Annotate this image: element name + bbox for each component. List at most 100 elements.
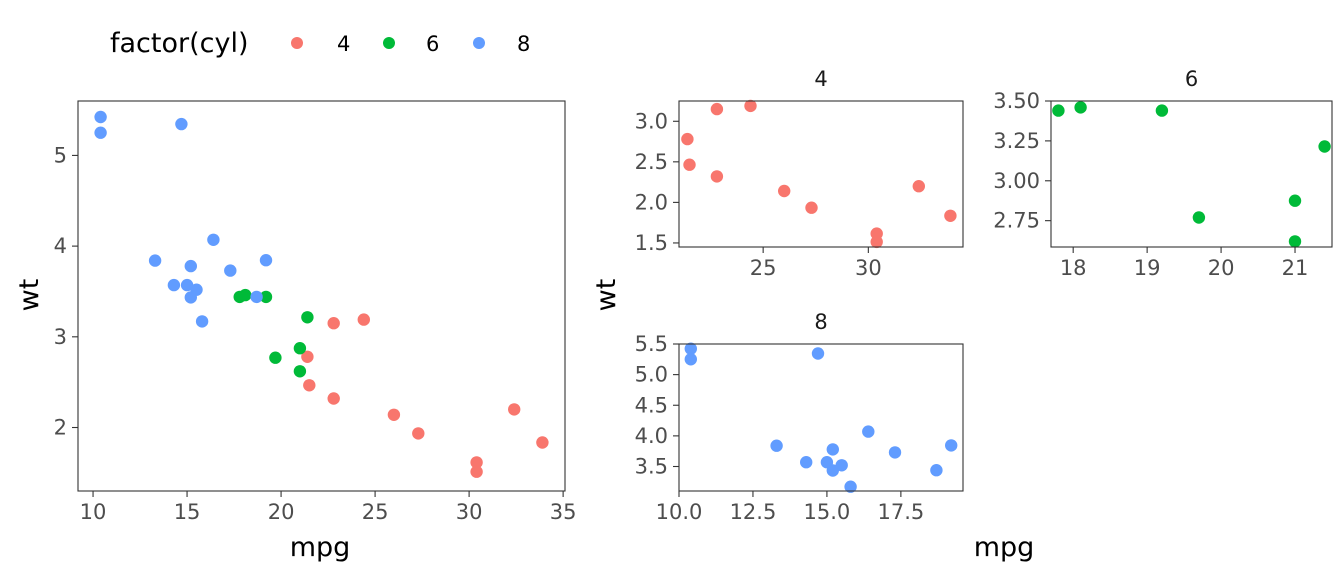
data-point-cyl-8 xyxy=(684,342,697,355)
main-y-axis-title: wt xyxy=(14,279,45,312)
data-point-cyl-4 xyxy=(710,170,724,183)
y-tick-label: 3.00 xyxy=(993,169,1040,193)
legend-key-8 xyxy=(473,37,485,49)
y-tick-label: 3.50 xyxy=(993,89,1040,113)
data-point-cyl-4 xyxy=(301,350,314,363)
y-tick-label: 2.5 xyxy=(635,150,668,174)
data-point-cyl-8 xyxy=(250,290,263,304)
y-tick-label: 2.0 xyxy=(635,190,668,214)
data-point-cyl-8 xyxy=(862,425,875,438)
data-point-cyl-6 xyxy=(293,365,307,378)
panel-border xyxy=(678,343,964,492)
x-tick-label: 30 xyxy=(855,256,882,280)
facet-panel-8: 8 10.0 12.5 15.0 17.5 3.5 4.0 4.5 5.0 5.5 xyxy=(635,310,964,524)
data-point-cyl-8 xyxy=(770,439,783,452)
data-point-cyl-8 xyxy=(826,443,839,456)
data-point-cyl-6 xyxy=(1192,211,1206,224)
data-point-cyl-8 xyxy=(184,259,197,273)
data-point-cyl-6 xyxy=(233,290,246,304)
data-point-cyl-6 xyxy=(1288,235,1302,248)
x-tick-label: 20 xyxy=(1208,256,1235,280)
y-tick-label: 2.75 xyxy=(993,209,1040,233)
data-point-cyl-4 xyxy=(536,436,549,449)
facet-panel-4: 4 25 30 1.5 2.0 2.5 3.0 xyxy=(635,67,964,280)
x-tick-label: 10 xyxy=(80,500,107,524)
x-tick-label: 21 xyxy=(1282,256,1309,280)
data-point-cyl-8 xyxy=(930,464,943,477)
y-tick-label: 3.25 xyxy=(993,129,1040,153)
data-point-cyl-6 xyxy=(1288,194,1302,207)
data-point-cyl-4 xyxy=(710,102,724,116)
data-point-cyl-6 xyxy=(1052,104,1065,117)
x-tick-label: 25 xyxy=(362,500,389,524)
data-point-cyl-8 xyxy=(259,254,273,267)
x-tick-label: 10.0 xyxy=(656,500,703,524)
x-tick-label: 30 xyxy=(456,500,483,524)
data-point-cyl-6 xyxy=(293,342,307,355)
data-point-cyl-4 xyxy=(327,317,340,330)
x-tick-label: 19 xyxy=(1134,256,1161,280)
y-tick-label: 5.5 xyxy=(635,332,668,356)
x-tick-label: 18 xyxy=(1060,256,1087,280)
data-point-cyl-8 xyxy=(180,278,194,292)
data-point-cyl-8 xyxy=(175,117,188,131)
data-point-cyl-8 xyxy=(811,347,825,360)
data-point-cyl-4 xyxy=(327,392,340,405)
strip-label-8: 8 xyxy=(814,310,827,334)
y-tick-label: 5 xyxy=(54,143,67,167)
data-point-cyl-4 xyxy=(870,235,883,249)
data-point-cyl-6 xyxy=(1155,104,1169,117)
data-point-cyl-8 xyxy=(148,254,162,267)
x-tick-label: 25 xyxy=(750,256,777,280)
legend-title: factor(cyl) xyxy=(110,28,249,59)
panel-border xyxy=(77,100,566,492)
data-point-cyl-6 xyxy=(259,290,273,304)
data-point-cyl-8 xyxy=(835,459,848,472)
data-point-cyl-8 xyxy=(94,110,107,124)
data-point-cyl-6 xyxy=(1074,101,1087,114)
data-point-cyl-8 xyxy=(94,126,107,139)
y-tick-label: 4.0 xyxy=(635,424,668,448)
legend-key-6 xyxy=(383,37,395,49)
data-point-cyl-4 xyxy=(744,99,757,113)
data-point-cyl-4 xyxy=(470,465,483,478)
legend-label-8: 8 xyxy=(517,32,530,56)
y-tick-label: 3 xyxy=(54,325,67,349)
data-point-cyl-4 xyxy=(944,209,957,222)
data-point-cyl-8 xyxy=(684,353,697,366)
data-point-cyl-4 xyxy=(387,408,401,421)
y-tick-label: 3.0 xyxy=(635,109,668,133)
data-point-cyl-8 xyxy=(167,278,181,292)
y-tick-label: 2 xyxy=(54,416,67,440)
x-tick-label: 15 xyxy=(174,500,201,524)
data-point-cyl-4 xyxy=(778,184,791,198)
panel-border xyxy=(1050,100,1333,248)
legend-label-6: 6 xyxy=(426,32,439,56)
y-tick-label: 5.0 xyxy=(635,363,668,387)
data-point-cyl-4 xyxy=(357,313,370,326)
data-point-cyl-8 xyxy=(224,264,237,277)
data-point-cyl-4 xyxy=(470,456,483,469)
data-point-cyl-8 xyxy=(184,291,197,304)
x-tick-label: 12.5 xyxy=(730,500,777,524)
y-tick-label: 4.5 xyxy=(635,393,668,417)
legend: factor(cyl) 4 6 8 xyxy=(110,28,530,59)
data-point-cyl-4 xyxy=(912,180,925,193)
data-point-cyl-4 xyxy=(508,403,521,416)
data-point-cyl-8 xyxy=(888,446,902,459)
main-scatter-panel: 10 15 20 25 30 35 2 3 4 5 xyxy=(54,100,577,524)
data-point-cyl-4 xyxy=(681,132,694,146)
data-point-cyl-6 xyxy=(1318,140,1331,153)
data-point-cyl-8 xyxy=(207,233,220,246)
facet-x-axis-title: mpg xyxy=(974,532,1035,563)
data-point-cyl-8 xyxy=(800,456,813,469)
panel-border xyxy=(678,100,964,248)
data-point-cyl-8 xyxy=(195,315,209,328)
legend-key-4 xyxy=(291,37,303,49)
data-point-cyl-8 xyxy=(844,480,857,493)
y-tick-label: 3.5 xyxy=(635,455,668,479)
data-point-cyl-6 xyxy=(301,311,314,324)
x-tick-label: 35 xyxy=(550,500,577,524)
strip-label-6: 6 xyxy=(1185,67,1198,91)
